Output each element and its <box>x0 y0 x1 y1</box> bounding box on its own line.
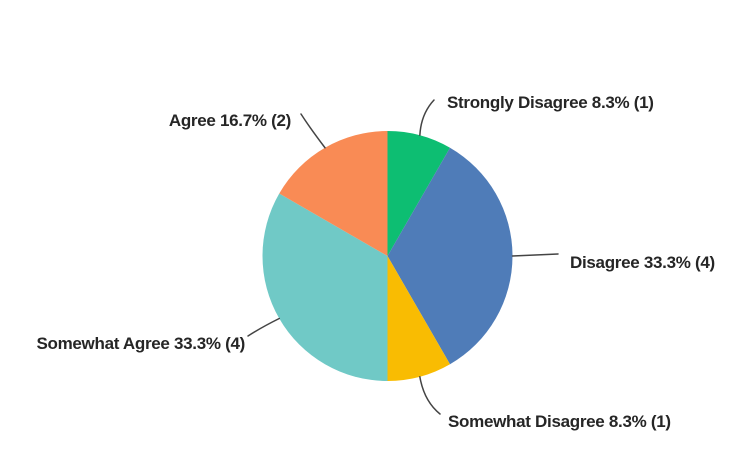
leader-line-strongly-disagree <box>419 99 435 137</box>
pie-slice-agree <box>279 131 388 256</box>
callout-label-somewhat-disagree: Somewhat Disagree 8.3% (1) <box>448 412 671 431</box>
leader-line-somewhat-disagree <box>419 375 441 415</box>
pie-slice-disagree <box>387 147 513 365</box>
callout-label-somewhat-agree: Somewhat Agree 33.3% (4) <box>36 334 245 353</box>
callout-label-strongly-disagree: Strongly Disagree 8.3% (1) <box>447 93 654 112</box>
leader-line-disagree <box>511 253 559 257</box>
callout-label-disagree: Disagree 33.3% (4) <box>570 253 715 272</box>
leader-line-somewhat-agree <box>247 317 280 337</box>
pie-slice-strongly-disagree <box>387 131 450 256</box>
leader-line-agree <box>300 113 326 149</box>
callout-label-agree: Agree 16.7% (2) <box>168 111 291 130</box>
pie-slice-somewhat-disagree <box>387 256 450 381</box>
pie-slice-somewhat-agree <box>262 193 388 381</box>
